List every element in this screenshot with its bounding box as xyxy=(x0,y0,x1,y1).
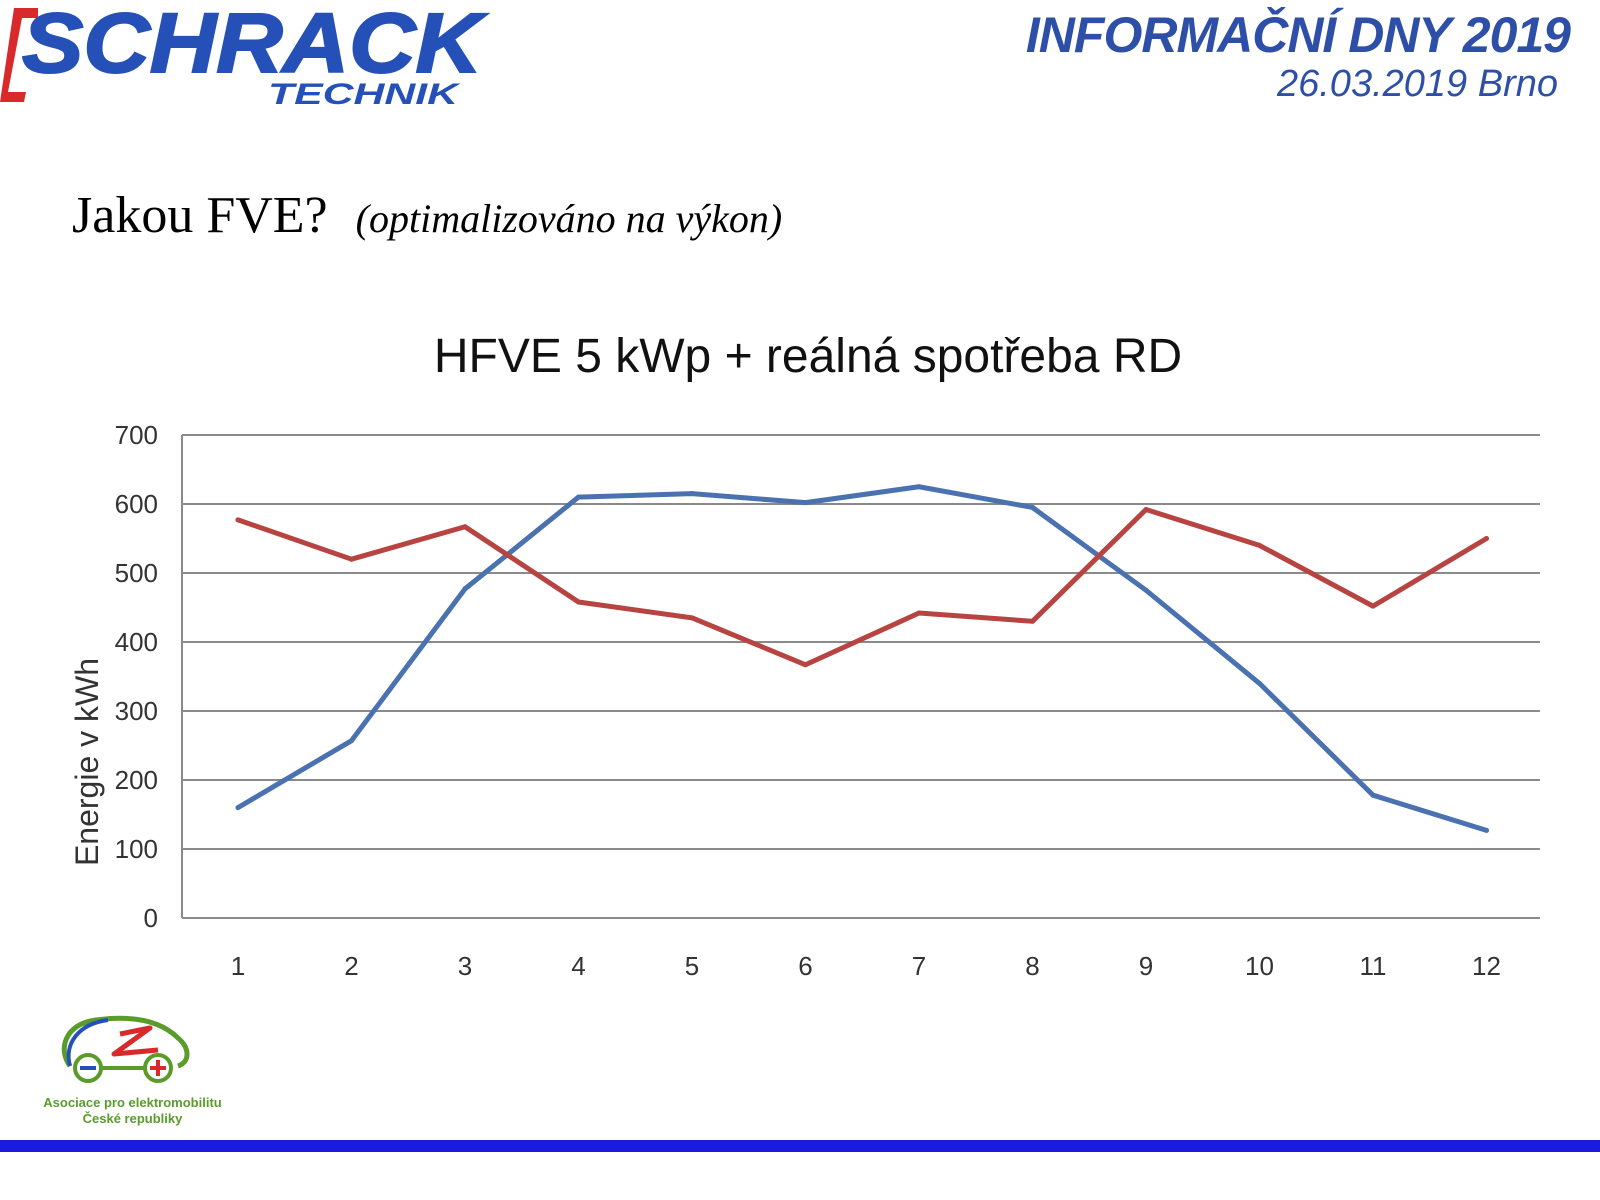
series-2-point xyxy=(1257,542,1262,548)
series-lines xyxy=(235,484,1489,833)
x-tick-label: 9 xyxy=(1139,951,1153,981)
series-2-point xyxy=(349,556,354,562)
slide-subtitle: (optimalizováno na výkon) xyxy=(355,196,783,241)
logo-red-frame xyxy=(0,8,38,102)
y-tick-label: 100 xyxy=(115,834,158,864)
y-tick-label: 200 xyxy=(115,765,158,795)
series-2-point xyxy=(1484,536,1489,541)
logo-brand-text: SCHRACK xyxy=(22,0,488,90)
x-tick-label: 8 xyxy=(1025,951,1039,981)
chart-title: HFVE 5 kWp + reálná spotřeba RD xyxy=(434,330,1182,383)
series-1-point xyxy=(235,805,241,811)
series-1-point xyxy=(349,738,354,744)
association-logo: Asociace pro elektromobilitu České repub… xyxy=(30,1010,235,1127)
series-2-point xyxy=(916,610,922,616)
y-tick-label: 0 xyxy=(144,903,158,933)
y-tick-label: 500 xyxy=(115,558,158,588)
series-2-point xyxy=(235,517,241,523)
series-1-point xyxy=(1143,587,1149,593)
series-1-point xyxy=(576,494,581,500)
x-tick-label: 7 xyxy=(912,951,926,981)
series-2-point xyxy=(576,599,581,605)
series-2-point xyxy=(1370,603,1376,609)
event-title: INFORMAČNÍ DNY 2019 xyxy=(1025,7,1571,63)
x-tick-labels: 1 2 3 4 5 6 7 8 9 10 11 12 xyxy=(231,951,1501,981)
series-1-point xyxy=(803,500,808,506)
x-tick-label: 10 xyxy=(1245,951,1274,981)
event-info: INFORMAČNÍ DNY 2019 26.03.2019 Brno xyxy=(1025,7,1571,105)
association-name-line1: Asociace pro elektromobilitu xyxy=(43,1095,222,1110)
series-2-point xyxy=(1030,618,1035,624)
y-tick-label: 400 xyxy=(115,627,158,657)
series-2-point xyxy=(689,615,695,621)
x-tick-label: 12 xyxy=(1472,951,1501,981)
series-line-1 xyxy=(235,484,1489,833)
y-tick-labels: 0 100 200 300 400 500 600 700 xyxy=(115,420,158,933)
y-tick-label: 600 xyxy=(115,489,158,519)
x-tick-label: 1 xyxy=(231,951,245,981)
event-date: 26.03.2019 Brno xyxy=(1276,63,1558,105)
slide-title: Jakou FVE? (optimalizováno na výkon) xyxy=(72,186,782,245)
y-axis-label: Energie v kWh xyxy=(69,658,105,866)
footer-bar xyxy=(0,1140,1600,1152)
gridlines xyxy=(181,434,1540,919)
series-2-point xyxy=(1143,507,1149,513)
series-1-point xyxy=(1370,792,1376,798)
slide-title-text: Jakou FVE? xyxy=(72,187,328,244)
x-tick-label: 2 xyxy=(344,951,358,981)
x-tick-label: 3 xyxy=(458,951,472,981)
association-name-line2: České republiky xyxy=(82,1111,183,1126)
y-tick-label: 700 xyxy=(115,420,158,450)
series-1-point xyxy=(916,484,922,490)
series-2-point xyxy=(462,524,468,530)
series-1-point xyxy=(1484,827,1489,833)
logo-brand-subtext: TECHNIK xyxy=(268,78,461,111)
y-tick-label: 300 xyxy=(115,696,158,726)
series-1-point xyxy=(1257,680,1262,686)
electric-car-icon xyxy=(61,1015,190,1083)
series-1-point xyxy=(1030,504,1035,510)
series-1-point xyxy=(689,491,695,497)
schrack-technik-logo: SCHRACK TECHNIK xyxy=(0,0,500,120)
x-tick-label: 11 xyxy=(1360,951,1387,981)
x-tick-label: 4 xyxy=(571,951,585,981)
line-chart: HFVE 5 kWp + reálná spotřeba RD Energie … xyxy=(69,330,1540,981)
series-1-point xyxy=(462,586,468,592)
series-line-2 xyxy=(235,507,1489,668)
x-tick-label: 6 xyxy=(798,951,812,981)
series-2-point xyxy=(803,662,808,668)
x-tick-label: 5 xyxy=(685,951,699,981)
